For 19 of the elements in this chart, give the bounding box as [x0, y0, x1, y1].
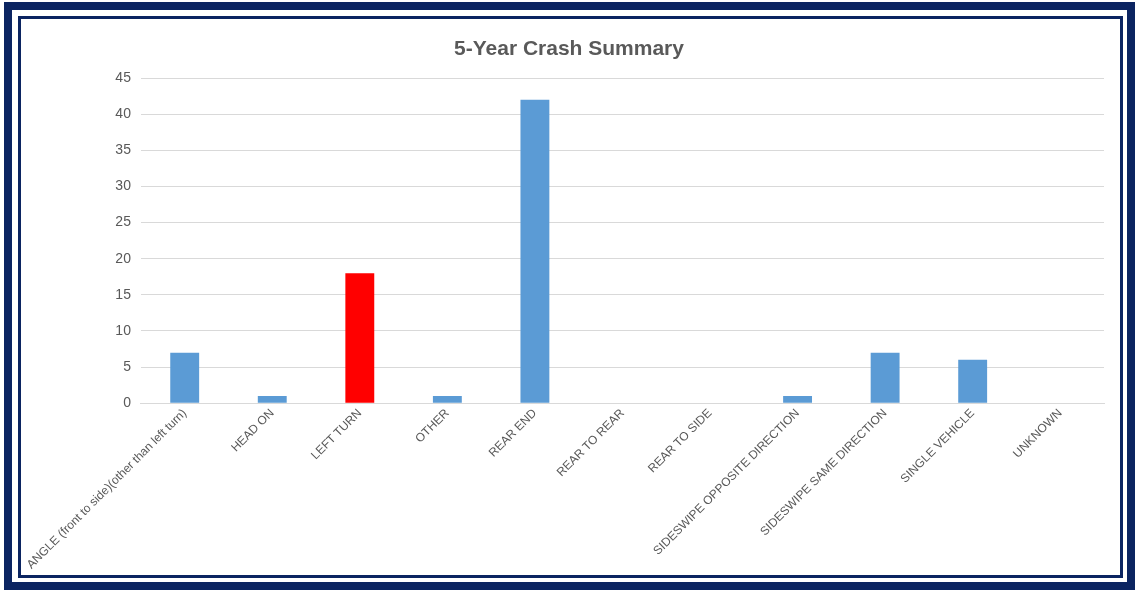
bar: [170, 352, 200, 403]
y-tick-label: 10: [115, 321, 132, 338]
y-tick-label: 20: [115, 249, 132, 266]
y-tick-label: 45: [115, 69, 132, 86]
bar: [432, 395, 462, 403]
y-tick-label: 40: [115, 105, 132, 122]
bar: [257, 395, 287, 403]
bar: [958, 359, 988, 403]
bar: [783, 395, 813, 403]
bar: [870, 352, 900, 403]
y-tick-label: 15: [115, 285, 132, 302]
bar: [345, 273, 375, 403]
y-tick-label: 25: [115, 213, 132, 230]
y-tick-label: 35: [115, 141, 132, 158]
chart-title: 5-Year Crash Summary: [454, 36, 685, 60]
y-tick-label: 0: [123, 394, 132, 411]
y-tick-label: 30: [115, 177, 132, 194]
y-tick-label: 5: [123, 357, 132, 374]
bar: [520, 99, 550, 403]
